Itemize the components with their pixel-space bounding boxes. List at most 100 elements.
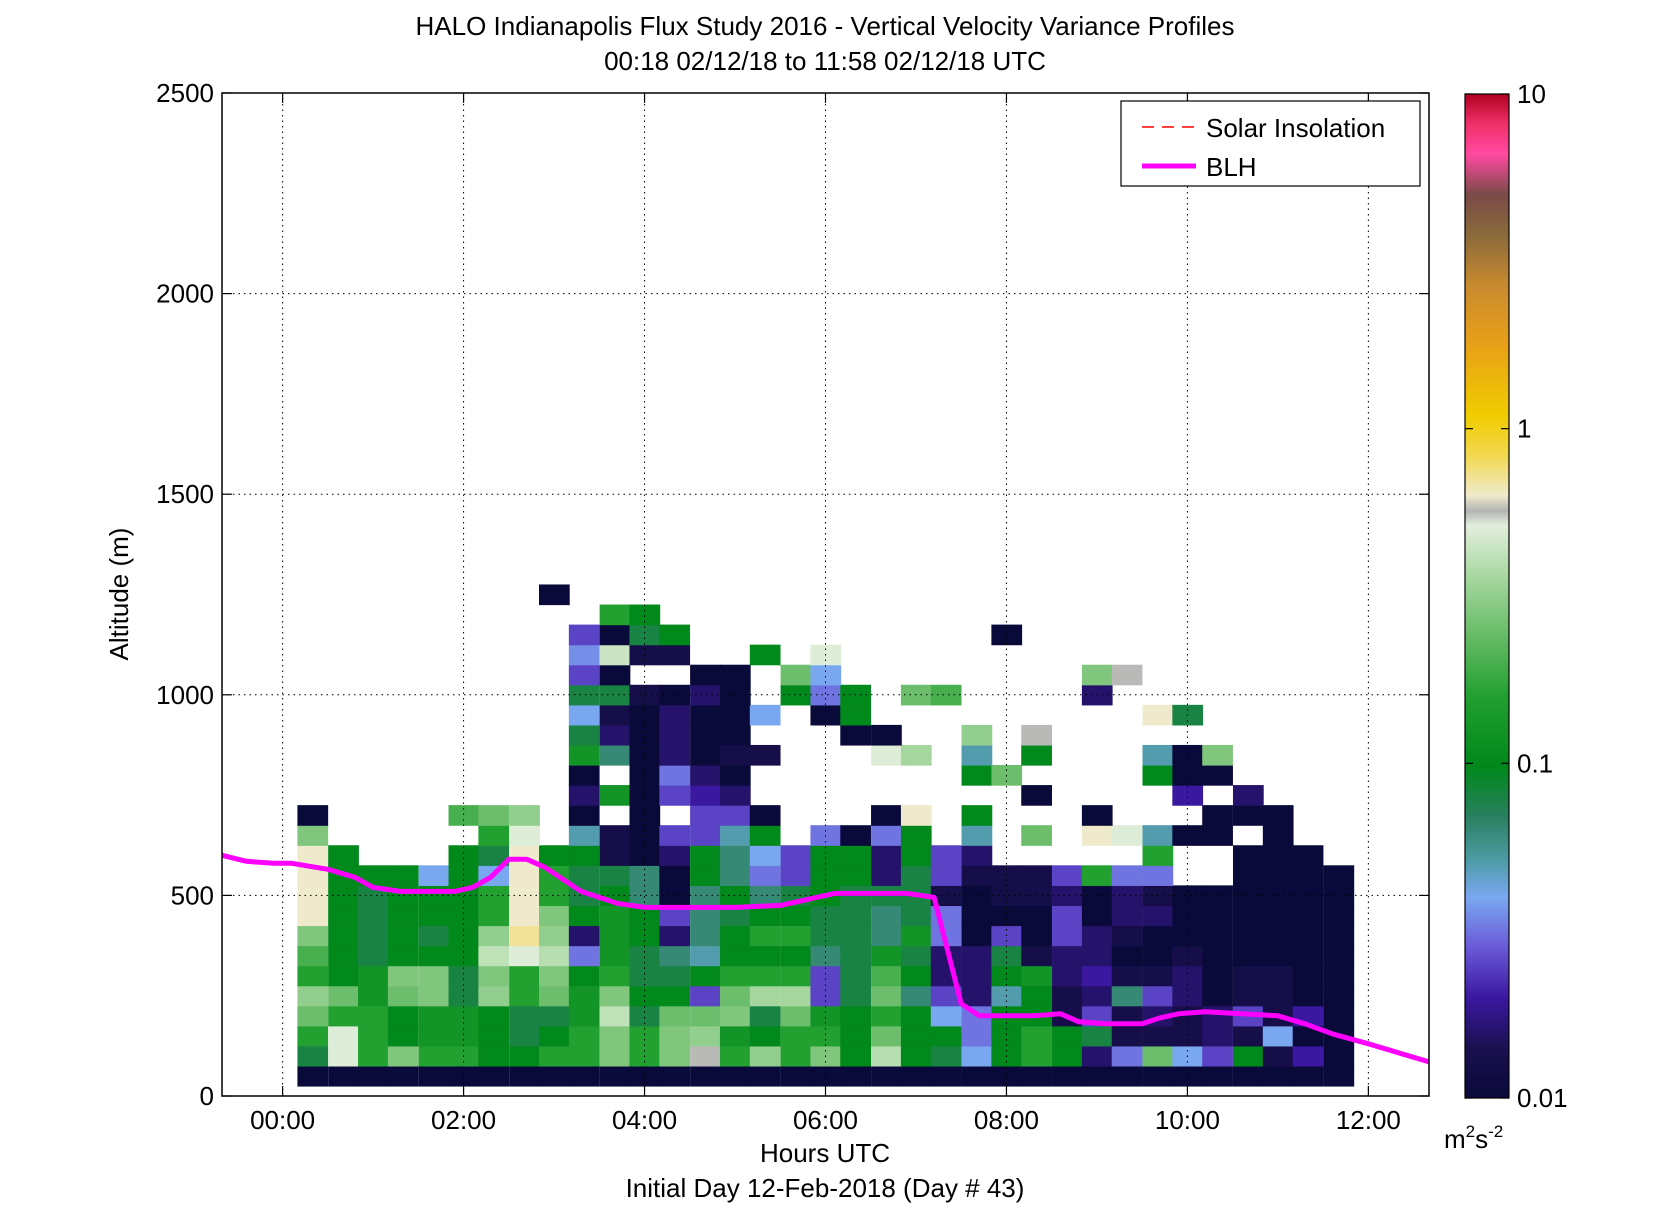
heatmap-cell <box>568 765 600 786</box>
heatmap-cell <box>749 885 781 907</box>
heatmap-cell <box>900 865 932 886</box>
heatmap-cell <box>629 805 661 826</box>
heatmap-cell <box>840 965 872 987</box>
heatmap-cell <box>1021 1045 1052 1067</box>
heatmap-cell <box>599 744 631 766</box>
heatmap-cell <box>810 664 842 686</box>
chart-subtitle: 00:18 02/12/18 to 11:58 02/12/18 UTC <box>604 46 1046 76</box>
heatmap-cell <box>1081 1045 1113 1067</box>
heatmap-cell <box>629 1005 661 1027</box>
heatmap-cell <box>1262 825 1294 846</box>
heatmap-cell <box>900 1065 932 1087</box>
heatmap-cell <box>991 1065 1023 1087</box>
heatmap-cell <box>599 985 631 1007</box>
heatmap-cell <box>719 704 751 726</box>
heatmap-cell <box>749 744 781 766</box>
heatmap-cell <box>539 845 570 866</box>
heatmap-cell <box>900 925 932 947</box>
heatmap-cell <box>719 1045 751 1067</box>
heatmap-cell <box>297 845 329 866</box>
heatmap-cell <box>629 865 661 886</box>
heatmap-cell <box>599 1045 631 1067</box>
heatmap-cell <box>659 905 691 927</box>
heatmap-cell <box>448 945 480 967</box>
heatmap-cell <box>1021 905 1052 927</box>
heatmap-cell <box>930 985 962 1007</box>
heatmap-cell <box>297 885 329 907</box>
heatmap-cell <box>1323 1045 1355 1067</box>
heatmap-cell <box>1111 825 1143 846</box>
colorbar-tick-label: 0.01 <box>1517 1083 1568 1113</box>
heatmap-cell <box>690 1045 721 1067</box>
heatmap-cell <box>840 1025 872 1047</box>
heatmap-cell <box>1202 1025 1233 1047</box>
heatmap-cell <box>629 965 661 987</box>
heatmap-cell <box>871 1025 902 1047</box>
heatmap-cell <box>961 965 993 987</box>
heatmap-cell <box>659 885 691 907</box>
heatmap-cell <box>719 845 751 866</box>
heatmap-cell <box>418 1025 450 1047</box>
heatmap-cell <box>1323 1065 1355 1087</box>
heatmap-cell <box>810 865 842 886</box>
heatmap-cell <box>599 644 631 666</box>
x-tick-label: 06:00 <box>793 1105 858 1135</box>
heatmap-cell <box>719 1005 751 1027</box>
heatmap-cell <box>358 1065 389 1087</box>
heatmap-cell <box>871 1065 902 1087</box>
heatmap-cell <box>930 885 962 907</box>
heatmap-cell <box>930 945 962 967</box>
heatmap-cell <box>659 684 691 706</box>
heatmap-cell <box>478 945 510 967</box>
heatmap-cell <box>749 805 781 826</box>
heatmap-cell <box>297 1065 329 1087</box>
heatmap-cell <box>629 885 661 907</box>
heatmap-cell <box>358 1045 389 1067</box>
heatmap-cell <box>1021 925 1052 947</box>
heatmap-cell <box>1081 805 1113 826</box>
heatmap-cell <box>1202 1065 1233 1087</box>
colorbar-tick-label: 10 <box>1517 79 1546 109</box>
heatmap-cell <box>387 985 419 1007</box>
heatmap-cell <box>1323 925 1355 947</box>
heatmap-cell <box>659 744 691 766</box>
heatmap-cell <box>871 985 902 1007</box>
heatmap-cell <box>1081 945 1113 967</box>
heatmap-cell <box>1142 744 1174 766</box>
heatmap-cell <box>328 1025 359 1047</box>
heatmap-cell <box>1142 925 1174 947</box>
heatmap-cell <box>599 965 631 987</box>
heatmap-cell <box>871 1045 902 1067</box>
heatmap-cell <box>1021 985 1052 1007</box>
heatmap-cell <box>1021 724 1052 746</box>
heatmap-cell <box>568 624 600 646</box>
heatmap-cell <box>1111 1005 1143 1027</box>
heatmap-cell <box>871 945 902 967</box>
heatmap-cell <box>659 965 691 987</box>
heatmap-cell <box>719 1025 751 1047</box>
heatmap-cell <box>1262 1065 1294 1087</box>
heatmap-cell <box>900 744 932 766</box>
heatmap-cell <box>900 905 932 927</box>
heatmap-cell <box>780 845 812 866</box>
y-axis-ticks: 0 500 1000 1500 2000 2500 <box>156 78 1429 1111</box>
heatmap-cell <box>358 1005 389 1027</box>
heatmap-cell <box>719 885 751 907</box>
heatmap-cell <box>719 664 751 686</box>
heatmap-cell <box>961 825 993 846</box>
heatmap-cell <box>1021 965 1052 987</box>
grid-lines <box>222 92 1429 1097</box>
heatmap-cell <box>297 1005 329 1027</box>
colorbar-unit-mid: s <box>1475 1124 1488 1154</box>
heatmap-cell <box>599 1065 631 1087</box>
heatmap-cell <box>719 744 751 766</box>
heatmap-cell <box>690 945 721 967</box>
heatmap-cell <box>871 805 902 826</box>
heatmap-cell <box>961 925 993 947</box>
heatmap-cell <box>358 945 389 967</box>
heatmap-cell <box>539 1005 570 1027</box>
heatmap-cell <box>478 845 510 866</box>
heatmap-cell <box>719 985 751 1007</box>
heatmap-cell <box>871 1005 902 1027</box>
heatmap-cell <box>961 805 993 826</box>
